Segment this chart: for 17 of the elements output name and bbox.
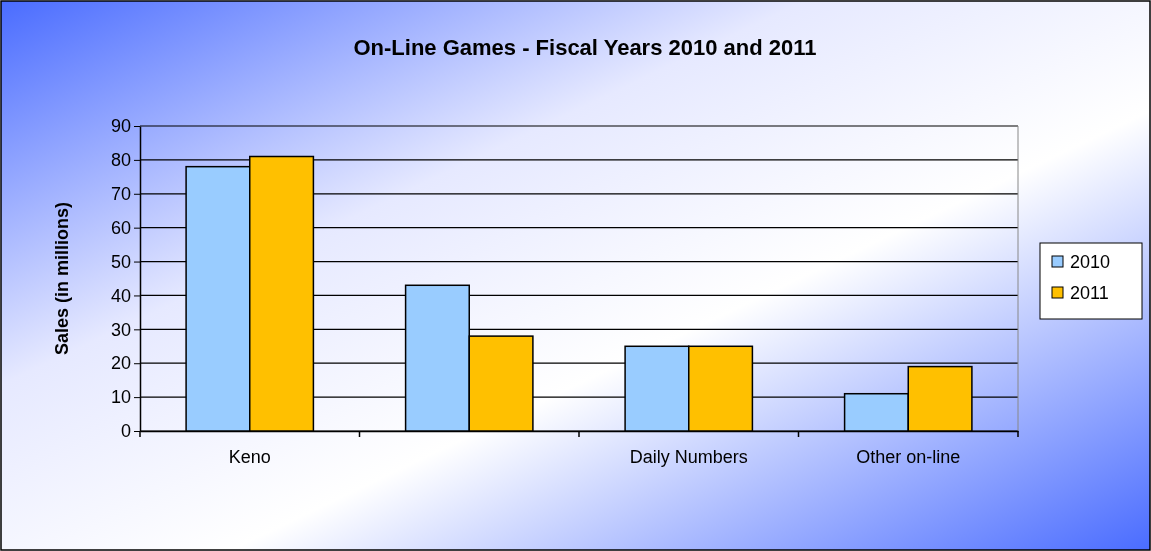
y-tick-label: 40 bbox=[110, 285, 131, 306]
legend-label: 2010 bbox=[1070, 252, 1111, 272]
y-tick-label: 70 bbox=[110, 184, 131, 205]
y-tick-label: 50 bbox=[110, 251, 131, 272]
chart-title: On-Line Games - Fiscal Years 2010 and 2011 bbox=[353, 35, 817, 60]
x-tick-label: Daily Numbers bbox=[629, 446, 748, 467]
y-axis-title: Sales (in millions) bbox=[52, 201, 72, 356]
y-tick-label: 30 bbox=[110, 319, 131, 340]
legend-label: 2011 bbox=[1070, 283, 1109, 303]
y-tick-label: 10 bbox=[110, 387, 131, 408]
y-tick-label: 90 bbox=[110, 116, 131, 137]
y-tick-label: 60 bbox=[110, 217, 131, 238]
y-tick-label: 20 bbox=[110, 353, 131, 374]
x-tick-label: Keno bbox=[228, 446, 271, 467]
y-tick-label: 80 bbox=[110, 150, 131, 171]
y-tick-label: 0 bbox=[120, 421, 131, 442]
x-tick-label: Other on-line bbox=[856, 446, 961, 467]
